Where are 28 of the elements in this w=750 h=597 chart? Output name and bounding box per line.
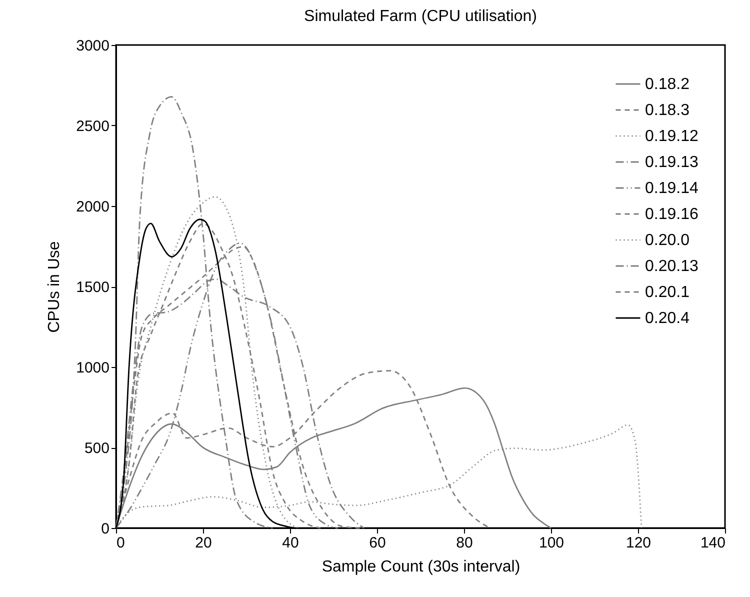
legend-label: 0.19.13 — [645, 154, 698, 171]
legend-label: 0.19.14 — [645, 180, 698, 197]
y-tick-label: 1000 — [76, 360, 110, 376]
y-axis-title: CPUs in Use — [46, 241, 64, 333]
x-axis-title: Sample Count (30s interval) — [322, 558, 520, 576]
legend-label: 0.20.4 — [645, 310, 690, 327]
legend-label: 0.19.16 — [645, 206, 698, 223]
y-tick-label: 1500 — [76, 279, 110, 296]
x-tick-label: 0 — [116, 534, 125, 552]
x-tick-label: 60 — [369, 534, 386, 552]
x-tick-label: 140 — [700, 534, 726, 552]
legend-label: 0.18.2 — [645, 76, 690, 93]
x-tick-label: 80 — [456, 534, 473, 552]
x-tick-label: 120 — [626, 534, 652, 552]
legend-label: 0.19.12 — [645, 128, 698, 145]
x-tick-label: 100 — [538, 534, 564, 552]
y-tick-label: 2500 — [76, 118, 110, 135]
legend-label: 0.20.13 — [645, 258, 698, 275]
x-tick-label: 40 — [282, 534, 299, 552]
y-tick-label: 500 — [84, 440, 110, 457]
y-tick-label: 3000 — [76, 38, 110, 54]
y-tick-label: 2000 — [76, 198, 110, 216]
chart-title: Simulated Farm (CPU utilisation) — [304, 8, 537, 25]
legend-label: 0.20.1 — [645, 284, 690, 301]
x-tick-label: 20 — [195, 534, 212, 552]
y-tick-label: 0 — [101, 520, 110, 538]
legend-label: 0.20.0 — [645, 232, 690, 249]
legend-label: 0.18.3 — [645, 102, 690, 119]
